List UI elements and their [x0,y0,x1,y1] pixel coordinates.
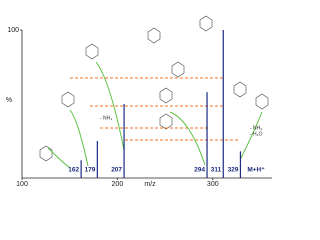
y-tick-label: 100 [7,27,19,34]
peak-label: 294 [194,167,205,174]
y-axis-label: % [6,97,12,104]
peak-label: 179 [84,167,95,174]
x-axis-label: m/z [144,181,156,188]
structure [147,27,161,44]
structures [39,15,269,162]
peak-label: 311 [211,167,222,174]
fragment-arrow [239,111,263,161]
structure [159,87,173,104]
fragment-arrow [69,109,89,167]
annotation: - NH₃ [250,125,262,131]
peak-label: 207 [111,167,122,174]
structure [159,113,173,130]
structure [171,61,185,78]
chart: m/z % 100 200 300 100 162 179 207 294 311 329 - NH… [6,15,272,188]
annotation: - NH₃ [100,115,112,121]
x-tick-label: 300 [207,181,219,188]
structure [39,145,53,162]
peak-label: 329 [228,167,239,174]
peak-label: 162 [68,167,79,174]
fragment-arrows [47,61,263,169]
annotation: M+H⁺ [247,167,265,174]
fragment-arrow [169,111,206,166]
x-tick-label: 200 [112,181,124,188]
annotation: - H₂O [250,131,263,137]
loss-arrows [70,77,240,141]
fragment-arrow [95,61,125,151]
x-tick-label: 100 [16,181,28,188]
structure [233,81,247,98]
fragment-arrow [47,147,71,169]
structure [255,93,269,110]
structure [61,91,75,108]
structure [199,15,213,32]
structure [85,43,99,60]
